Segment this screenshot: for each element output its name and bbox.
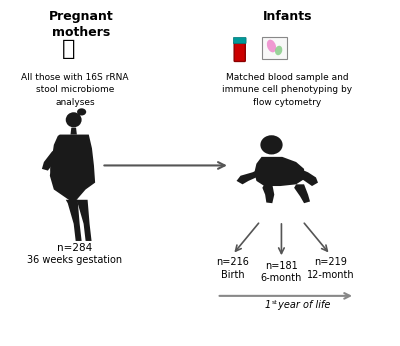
Ellipse shape	[50, 154, 81, 184]
Polygon shape	[76, 200, 92, 241]
Text: 💩: 💩	[62, 39, 76, 60]
Text: n=219: n=219	[314, 257, 347, 267]
Text: All those with 16S rRNA
stool microbiome
analyses: All those with 16S rRNA stool microbiome…	[21, 73, 129, 107]
Ellipse shape	[77, 108, 86, 116]
Ellipse shape	[66, 112, 82, 127]
Text: year of life: year of life	[275, 300, 330, 310]
Text: st: st	[272, 300, 277, 305]
Text: Birth: Birth	[221, 270, 244, 280]
Polygon shape	[294, 184, 310, 203]
Text: Pregnant
mothers: Pregnant mothers	[48, 10, 113, 39]
Text: n=284: n=284	[57, 243, 92, 253]
Polygon shape	[66, 200, 82, 241]
Polygon shape	[70, 128, 77, 135]
Text: Infants: Infants	[263, 10, 312, 23]
Text: 1: 1	[264, 300, 271, 310]
Polygon shape	[298, 169, 318, 186]
FancyBboxPatch shape	[262, 37, 287, 59]
Polygon shape	[236, 169, 264, 184]
Polygon shape	[50, 135, 95, 203]
Polygon shape	[262, 184, 274, 203]
Text: 36 weeks gestation: 36 weeks gestation	[27, 255, 122, 265]
Text: Matched blood sample and
immune cell phenotyping by
flow cytometry: Matched blood sample and immune cell phe…	[222, 73, 352, 107]
FancyBboxPatch shape	[233, 37, 246, 44]
Text: n=216: n=216	[216, 257, 249, 267]
Polygon shape	[42, 145, 64, 171]
Polygon shape	[254, 157, 304, 186]
Ellipse shape	[275, 46, 282, 55]
Text: 6-month: 6-month	[261, 273, 302, 283]
FancyBboxPatch shape	[234, 42, 245, 62]
Ellipse shape	[267, 40, 276, 52]
Text: n=181: n=181	[265, 261, 298, 271]
Text: 12-month: 12-month	[306, 270, 354, 280]
Ellipse shape	[260, 135, 283, 154]
